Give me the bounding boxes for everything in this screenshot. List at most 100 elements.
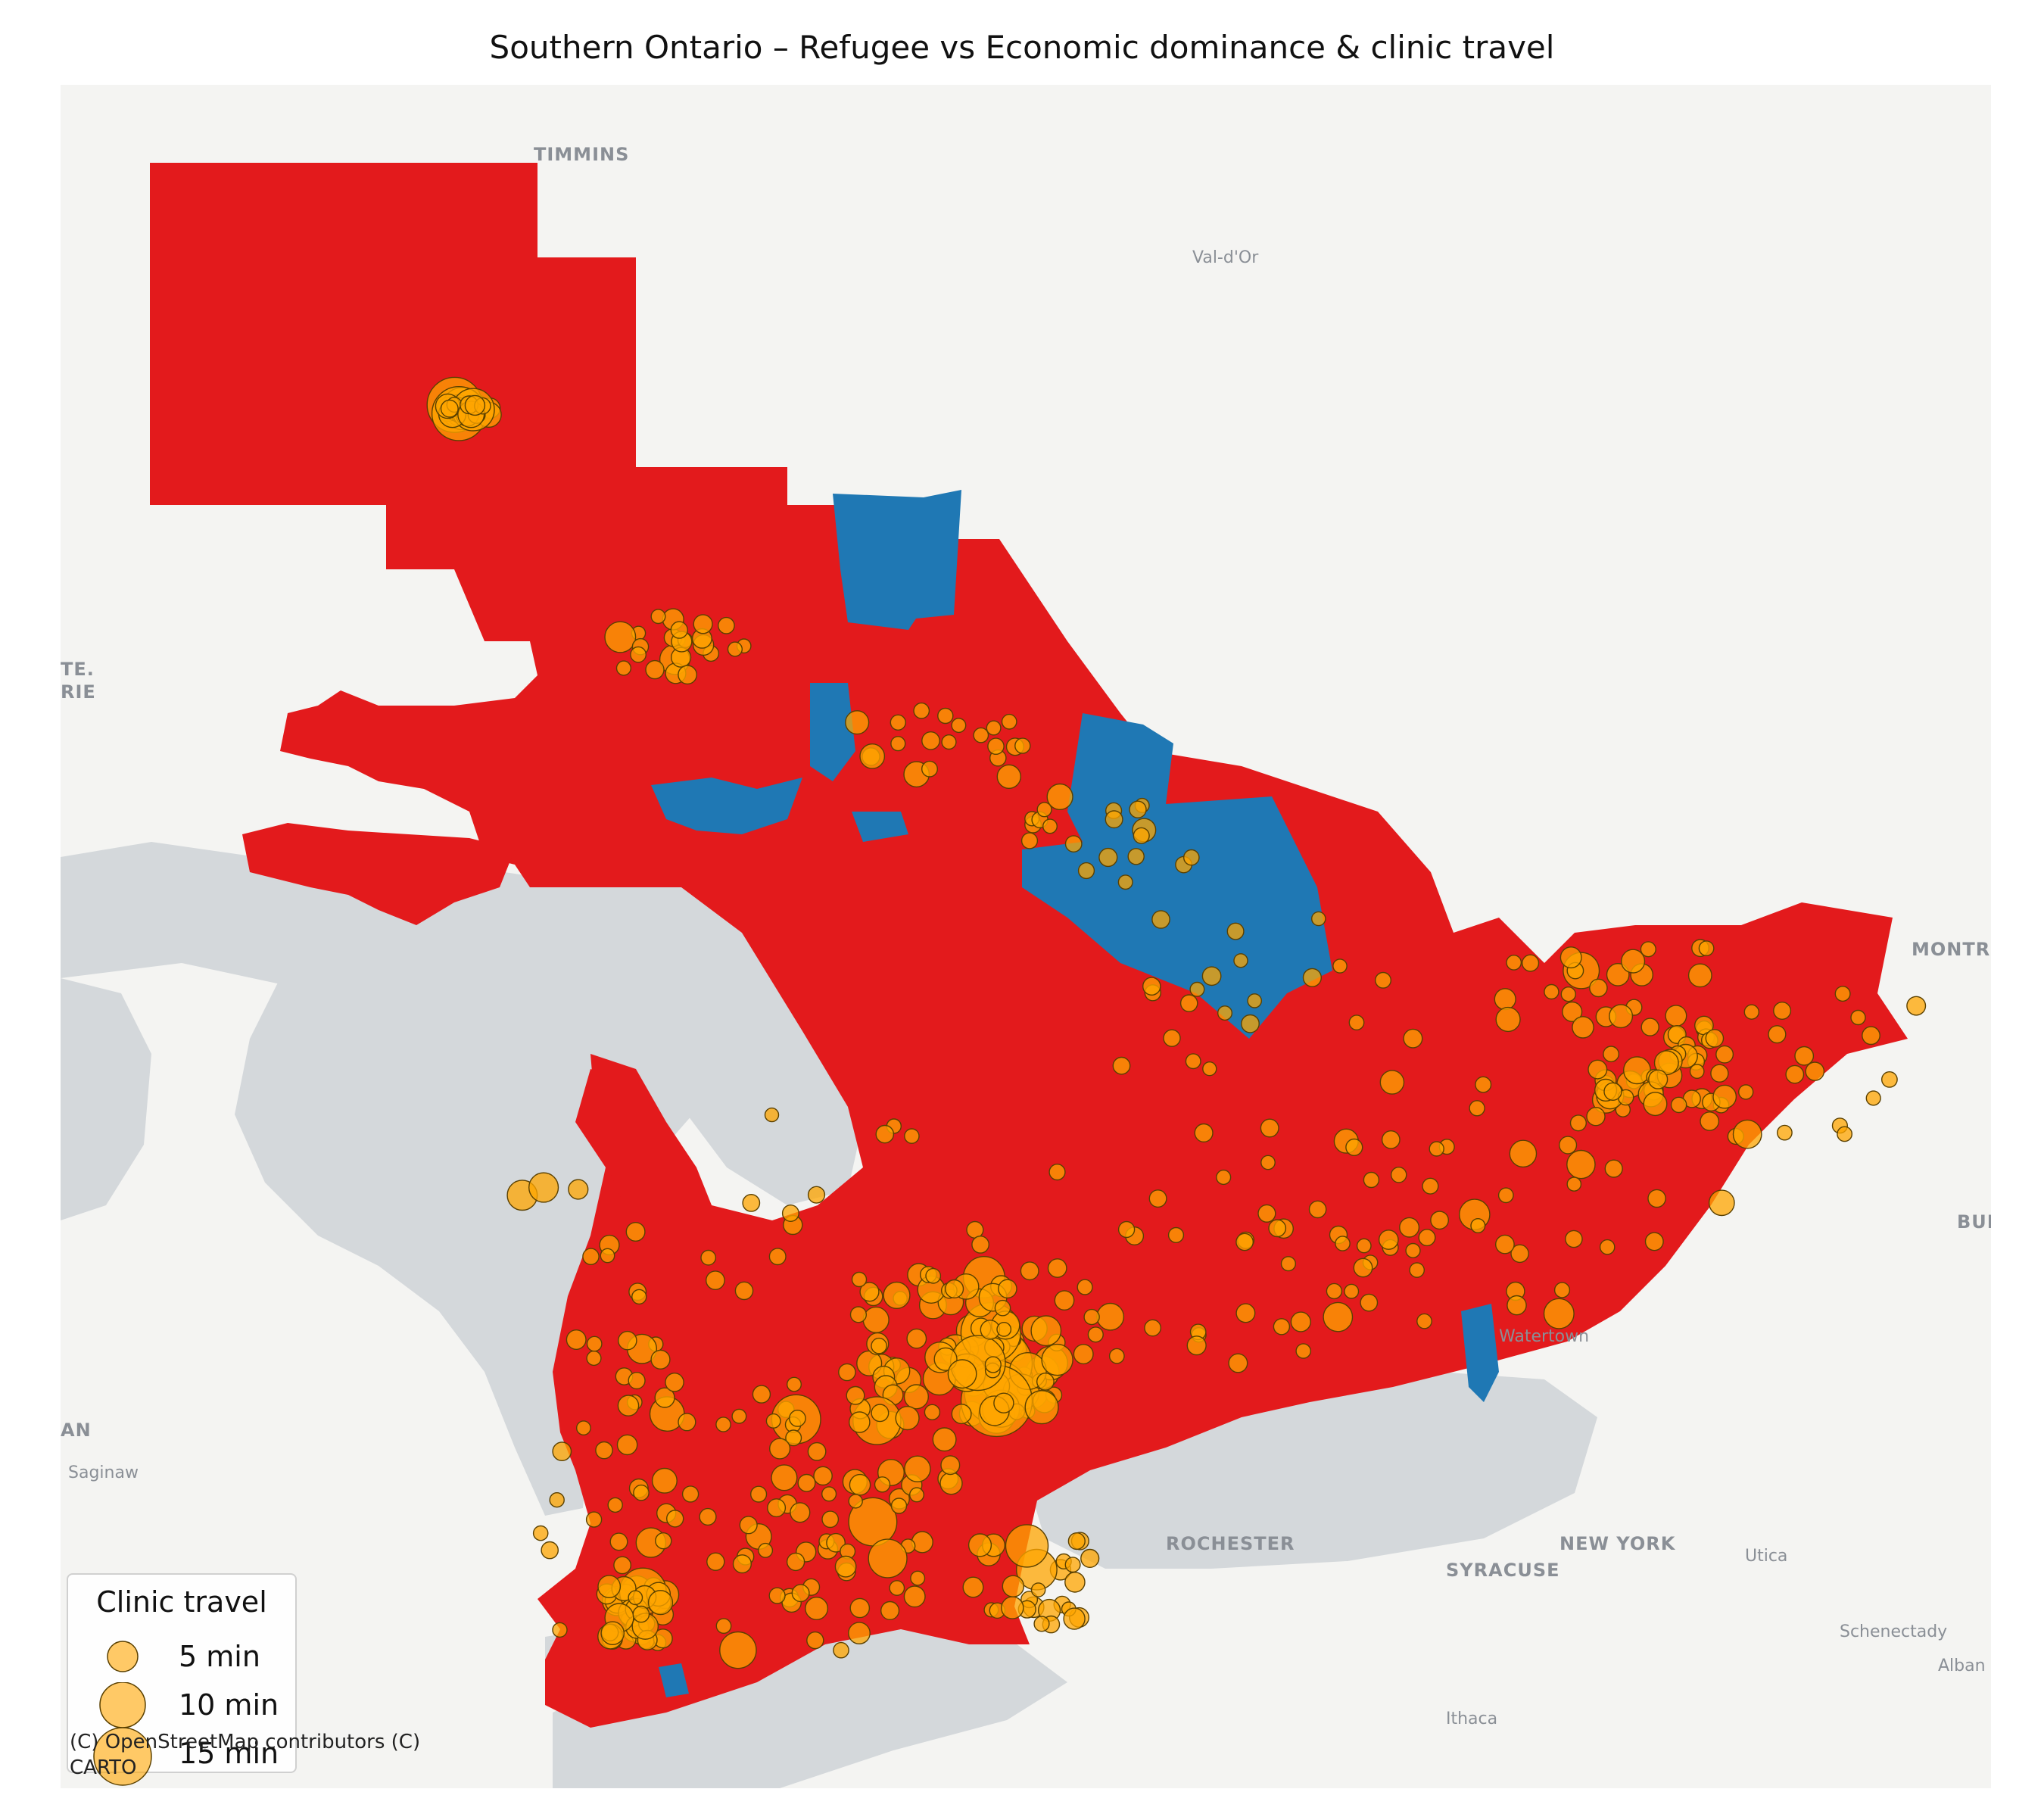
clinic-marker[interactable] xyxy=(826,1532,846,1553)
clinic-marker[interactable] xyxy=(566,1329,587,1350)
clinic-marker[interactable] xyxy=(670,621,688,639)
clinic-marker[interactable] xyxy=(1379,1070,1405,1095)
clinic-marker[interactable] xyxy=(706,1270,725,1291)
clinic-marker[interactable] xyxy=(973,727,989,743)
clinic-marker[interactable] xyxy=(1363,1171,1380,1189)
clinic-marker[interactable] xyxy=(834,1555,857,1578)
clinic-marker[interactable] xyxy=(1311,911,1326,927)
clinic-marker[interactable] xyxy=(628,1371,646,1390)
clinic-marker[interactable] xyxy=(1558,1136,1578,1155)
clinic-marker[interactable] xyxy=(734,1281,754,1301)
clinic-marker[interactable] xyxy=(1063,1607,1086,1630)
clinic-marker[interactable] xyxy=(1776,1124,1793,1141)
clinic-marker[interactable] xyxy=(845,710,870,735)
clinic-marker[interactable] xyxy=(1569,1114,1587,1132)
clinic-marker[interactable] xyxy=(1216,1169,1232,1186)
clinic-marker[interactable] xyxy=(1589,978,1608,998)
clinic-marker[interactable] xyxy=(1430,1211,1450,1230)
clinic-marker[interactable] xyxy=(1405,1242,1421,1258)
clinic-marker[interactable] xyxy=(871,1404,890,1423)
clinic-marker[interactable] xyxy=(625,1221,646,1242)
clinic-marker[interactable] xyxy=(1273,1318,1291,1335)
clinic-marker[interactable] xyxy=(1865,1090,1881,1106)
clinic-marker[interactable] xyxy=(849,1597,871,1619)
clinic-marker[interactable] xyxy=(996,764,1022,789)
clinic-marker[interactable] xyxy=(607,1497,623,1513)
clinic-marker[interactable] xyxy=(1105,810,1123,829)
clinic-marker[interactable] xyxy=(1030,1582,1046,1597)
clinic-marker[interactable] xyxy=(1506,955,1522,971)
clinic-marker[interactable] xyxy=(617,1395,640,1417)
clinic-marker[interactable] xyxy=(921,760,938,778)
clinic-marker[interactable] xyxy=(528,1172,559,1203)
clinic-marker[interactable] xyxy=(600,1621,625,1645)
clinic-marker[interactable] xyxy=(706,1552,725,1571)
clinic-marker[interactable] xyxy=(1834,986,1851,1002)
clinic-marker[interactable] xyxy=(806,1631,824,1650)
clinic-marker[interactable] xyxy=(987,737,1005,756)
clinic-marker[interactable] xyxy=(609,1532,628,1551)
clinic-marker[interactable] xyxy=(768,1438,791,1460)
clinic-marker[interactable] xyxy=(994,1299,1011,1317)
clinic-marker[interactable] xyxy=(618,1330,637,1351)
clinic-marker[interactable] xyxy=(1129,800,1147,818)
clinic-marker[interactable] xyxy=(911,1531,933,1554)
clinic-marker[interactable] xyxy=(1148,1189,1167,1208)
clinic-marker[interactable] xyxy=(924,1404,941,1421)
clinic-marker[interactable] xyxy=(765,1413,781,1429)
clinic-marker[interactable] xyxy=(1024,1390,1059,1425)
clinic-marker[interactable] xyxy=(889,1580,905,1596)
clinic-marker[interactable] xyxy=(1599,1239,1616,1255)
clinic-marker[interactable] xyxy=(1422,1177,1439,1195)
clinic-marker[interactable] xyxy=(1268,1219,1287,1238)
clinic-marker[interactable] xyxy=(1302,968,1322,987)
clinic-marker[interactable] xyxy=(1323,1301,1354,1332)
clinic-marker[interactable] xyxy=(1295,1343,1311,1359)
clinic-marker[interactable] xyxy=(932,1427,957,1452)
clinic-marker[interactable] xyxy=(1470,1217,1486,1233)
clinic-marker[interactable] xyxy=(1562,1001,1583,1022)
clinic-marker[interactable] xyxy=(1260,1155,1276,1170)
clinic-marker[interactable] xyxy=(903,1585,926,1608)
clinic-marker[interactable] xyxy=(633,1484,650,1501)
clinic-marker[interactable] xyxy=(1226,922,1245,940)
clinic-marker[interactable] xyxy=(1509,1139,1538,1168)
clinic-marker[interactable] xyxy=(1687,963,1712,988)
clinic-marker[interactable] xyxy=(910,1570,926,1586)
clinic-marker[interactable] xyxy=(1186,1335,1207,1356)
clinic-marker[interactable] xyxy=(813,1466,833,1486)
clinic-marker[interactable] xyxy=(1644,1232,1664,1251)
clinic-marker[interactable] xyxy=(699,1507,717,1526)
clinic-marker[interactable] xyxy=(1559,946,1582,969)
clinic-marker[interactable] xyxy=(890,714,907,731)
clinic-marker[interactable] xyxy=(1087,1326,1104,1343)
clinic-marker[interactable] xyxy=(1862,1026,1880,1046)
clinic-marker[interactable] xyxy=(1647,1189,1666,1208)
clinic-marker[interactable] xyxy=(678,1413,696,1432)
clinic-marker[interactable] xyxy=(874,1476,891,1493)
clinic-marker[interactable] xyxy=(1054,1290,1075,1311)
clinic-marker[interactable] xyxy=(996,1322,1012,1337)
clinic-marker[interactable] xyxy=(895,1405,920,1431)
clinic-marker[interactable] xyxy=(1732,1119,1762,1149)
clinic-marker[interactable] xyxy=(1179,994,1198,1012)
clinic-marker[interactable] xyxy=(797,1473,816,1492)
clinic-marker[interactable] xyxy=(913,702,930,719)
clinic-marker[interactable] xyxy=(962,1576,984,1598)
clinic-marker[interactable] xyxy=(849,1306,867,1323)
clinic-marker[interactable] xyxy=(1183,849,1200,866)
clinic-marker[interactable] xyxy=(1390,1167,1407,1183)
clinic-marker[interactable] xyxy=(1067,1532,1086,1551)
clinic-marker[interactable] xyxy=(1603,1046,1620,1063)
clinic-marker[interactable] xyxy=(1201,966,1222,986)
clinic-marker[interactable] xyxy=(1001,1596,1024,1619)
clinic-marker[interactable] xyxy=(552,1622,568,1638)
clinic-marker[interactable] xyxy=(1046,783,1073,810)
clinic-marker[interactable] xyxy=(1712,1084,1737,1109)
clinic-marker[interactable] xyxy=(1233,953,1248,968)
clinic-marker[interactable] xyxy=(681,1485,700,1503)
clinic-marker[interactable] xyxy=(1112,1056,1131,1075)
clinic-marker[interactable] xyxy=(993,1392,1014,1413)
clinic-marker[interactable] xyxy=(1127,848,1145,865)
clinic-marker[interactable] xyxy=(849,1473,871,1496)
